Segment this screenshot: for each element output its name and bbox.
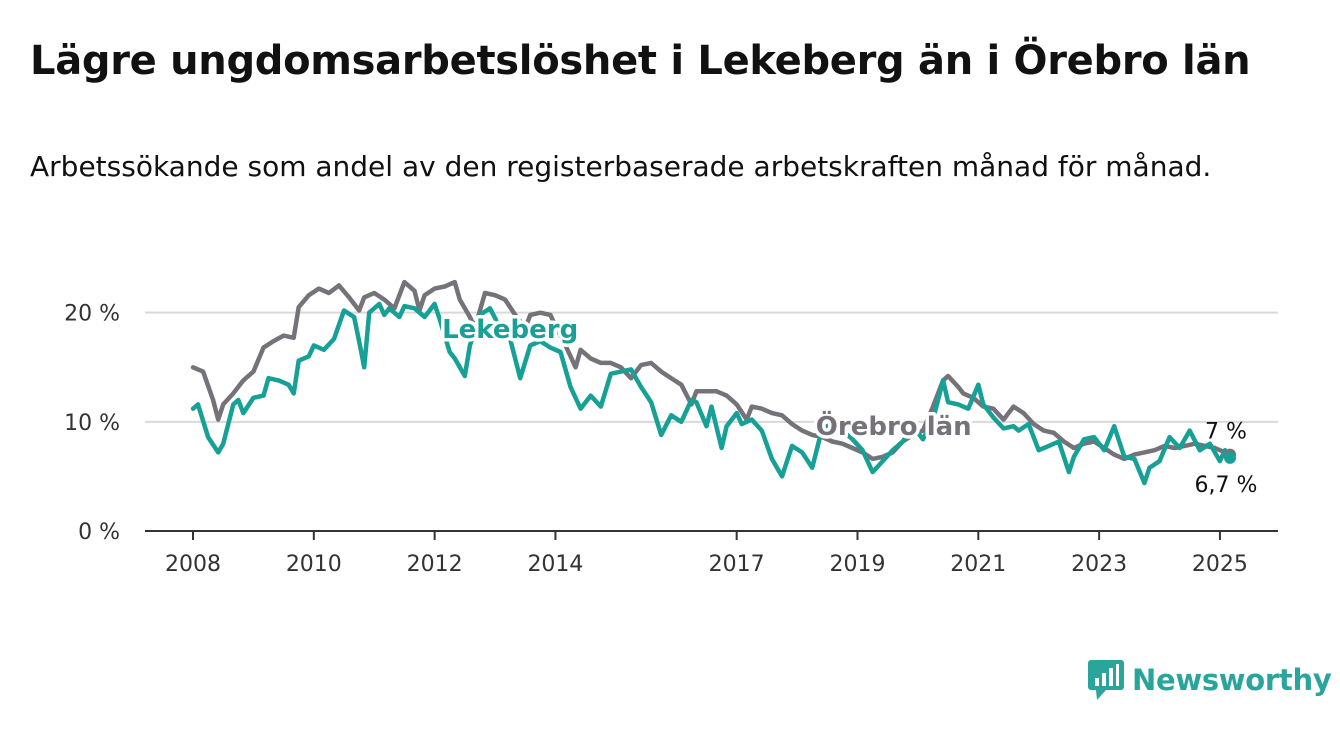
series-name-label: Lekeberg [442,315,578,345]
x-tick-label: 2014 [527,552,583,577]
x-tick-label: 2023 [1071,552,1127,577]
x-tick-label: 2017 [709,552,765,577]
y-tick-label: 10 % [64,411,120,436]
end-value-label: 7 % [1205,420,1247,445]
chart-title: Lägre ungdomsarbetslöshet i Lekeberg än … [30,38,1251,84]
end-point [1224,451,1236,464]
newsworthy-logo-icon [1088,660,1124,700]
series-lines [190,279,1236,486]
x-tick-label: 2010 [286,552,342,577]
x-tick-label: 2021 [950,552,1006,577]
x-tick-label: 2019 [829,552,885,577]
series-line [190,301,1233,486]
series-line [190,279,1233,462]
series-name-label: Örebro län [816,409,972,442]
labels: 7 % 6,7 % Örebro län Lekeberg [439,311,1258,498]
brand[interactable]: Newsworthy [1088,658,1332,702]
gridlines [145,311,1278,423]
end-value-label: 6,7 % [1195,473,1258,498]
brand-name: Newsworthy [1132,663,1332,697]
axes: 0 % 10 % 20 % 2008 2010 2012 2014 2017 2019 2021 2… [64,302,1278,577]
y-tick-label: 20 % [64,302,120,327]
x-tick-label: 2025 [1192,552,1248,577]
x-tick-label: 2012 [407,552,463,577]
y-tick-label: 0 % [78,520,120,545]
x-tick-label: 2008 [165,552,221,577]
chart-subtitle: Arbetssökande som andel av den registerb… [30,150,1212,183]
